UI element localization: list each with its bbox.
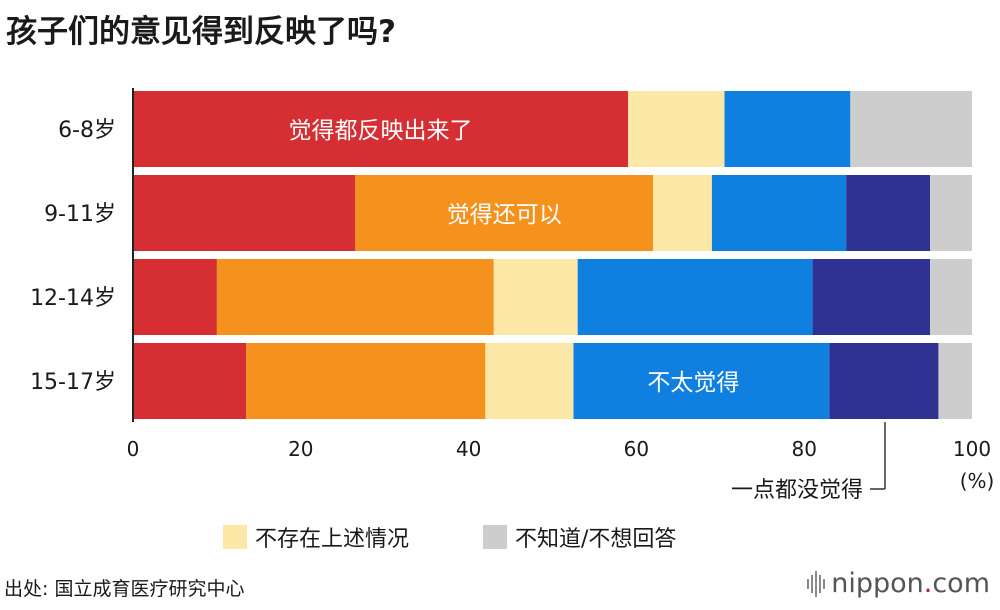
bar-segment [653,175,712,251]
bar-segment [812,259,931,335]
logo-mark-icon [807,570,826,597]
bar-segment [628,91,725,167]
x-tick-label: 100 [953,437,991,461]
bar-segment [246,343,486,419]
bar-segment [938,343,972,419]
bar-segment [930,259,972,335]
legend-label: 不存在上述情况 [255,527,409,552]
segment-label: 觉得还可以 [447,202,562,228]
x-tick-label: 60 [624,437,649,461]
category-label: 15-17岁 [30,370,116,395]
x-tick-label: 80 [791,437,816,461]
segment-label: 觉得都反映出来了 [289,118,473,144]
legend-swatch [223,525,247,549]
brand-prefix: nippon [831,568,924,599]
bar-segment [485,343,574,419]
legend-swatch [483,525,507,549]
segment-label: 不太觉得 [647,370,739,396]
bar-segment [724,91,851,167]
legend-label: 不知道/不想回答 [515,527,676,552]
bar-segment [850,91,972,167]
bar-segment [493,259,578,335]
callout-label: 一点都没觉得 [731,478,863,503]
nippon-logo: nippon.com [807,568,990,599]
brand-dot: . [923,568,933,599]
x-tick-label: 20 [288,437,313,461]
bar-segment [711,175,847,251]
stacked-bar-chart: 6-8岁 9-11岁 12-14岁 15-17岁 0 20 40 60 80 100 (%) 觉得都反… [30,88,995,552]
bar-segment [133,175,356,251]
bar-segment [133,91,629,167]
source-note: 出处: 国立成育医疗研究中心 [4,578,245,600]
bar-segment [829,343,939,419]
category-label: 9-11岁 [44,202,116,227]
axis-unit-label: (%) [960,469,995,493]
bar-segment [930,175,972,251]
bar-segment [355,175,654,251]
category-label: 6-8岁 [58,118,116,143]
bar-segment [577,259,813,335]
chart-title: 孩子们的意见得到反映了吗? [6,14,396,50]
bar-segment [573,343,830,419]
x-tick-label: 40 [456,437,481,461]
category-label: 12-14岁 [30,286,116,311]
bar-segment [216,259,494,335]
x-tick-label: 0 [127,437,140,461]
brand-suffix: com [932,568,990,599]
bar-segment [133,259,217,335]
bar-segment [846,175,931,251]
bar-segment [133,343,247,419]
